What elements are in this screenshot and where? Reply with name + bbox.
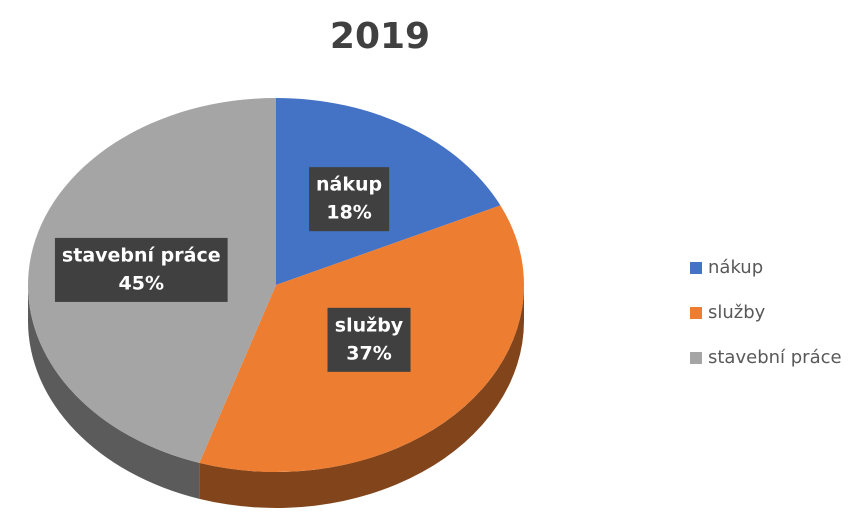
data-label-box (309, 167, 390, 232)
legend-swatch (690, 352, 702, 364)
data-label-name: nákup (316, 174, 382, 196)
slice-side (199, 285, 525, 508)
data-label-value: 45% (119, 272, 164, 294)
legend-label: stavební práce (708, 347, 842, 368)
data-label-name: služby (335, 314, 404, 336)
data-label-box (54, 237, 228, 302)
data-label-value: 37% (346, 342, 391, 364)
legend-label: nákup (708, 257, 763, 278)
legend-swatch (690, 307, 702, 319)
chart-title: 2019 (330, 16, 430, 57)
legend-label: služby (708, 302, 766, 323)
data-label-value: 18% (326, 202, 371, 224)
legend-swatch (690, 262, 702, 274)
data-label-box (327, 307, 411, 372)
data-label-name: stavební práce (62, 244, 221, 266)
slice-side (28, 285, 200, 499)
